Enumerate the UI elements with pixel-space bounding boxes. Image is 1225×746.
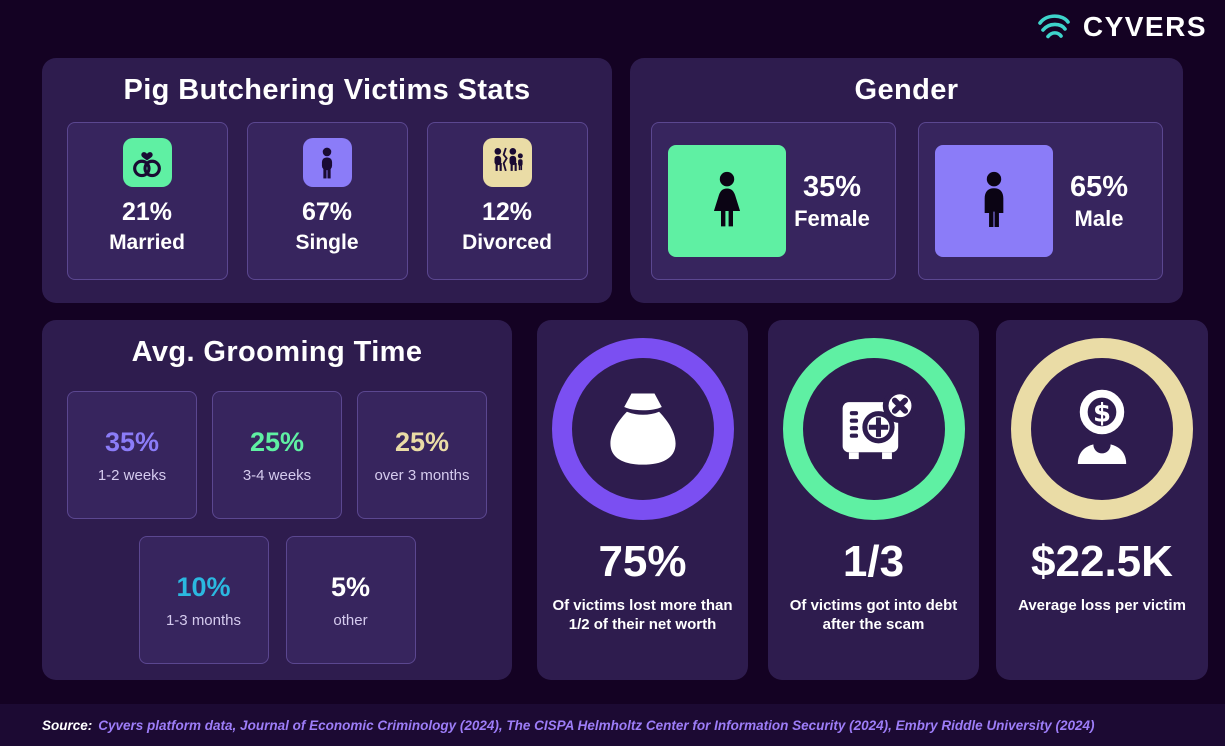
- grooming-label: 1-3 months: [165, 611, 242, 629]
- stat-value: 21%: [121, 198, 173, 226]
- grooming-time-panel: Avg. Grooming Time 35% 1-2 weeks 25% 3-4…: [42, 320, 512, 680]
- highlight-label: Average loss per victim: [1018, 597, 1186, 614]
- grooming-value: 10%: [176, 571, 231, 602]
- broken-vault-icon: [842, 388, 917, 460]
- gender-value: 35%: [802, 170, 862, 203]
- dollar-loss-icon: $: [1077, 389, 1127, 464]
- single-person-icon: [302, 138, 352, 187]
- grooming-card-3-4-weeks: 25% 3-4 weeks: [212, 391, 342, 519]
- cream-ring: $: [1011, 338, 1193, 520]
- stat-card-married: 21% Married: [66, 122, 228, 280]
- grooming-value: 5%: [330, 571, 371, 602]
- stat-value: 12%: [481, 198, 533, 226]
- green-ring: [782, 338, 965, 520]
- gender-value: 65%: [1069, 170, 1129, 203]
- grooming-row-1: 35% 1-2 weeks 25% 3-4 weeks 25% over 3 m…: [42, 391, 512, 519]
- wedding-rings-icon: [122, 138, 172, 187]
- grooming-card-over-3-months: 25% over 3 months: [357, 391, 487, 519]
- money-bag-icon: [609, 393, 676, 465]
- grooming-card-other: 5% other: [285, 536, 416, 664]
- divorced-family-icon: [482, 138, 532, 187]
- gender-label: Female: [794, 205, 870, 231]
- grooming-label: other: [333, 611, 368, 629]
- victims-stats-title: Pig Butchering Victims Stats: [123, 74, 531, 106]
- gender-title: Gender: [854, 74, 959, 106]
- source-label: Source:: [42, 717, 93, 733]
- gender-card-text: 65% Male: [1053, 171, 1146, 232]
- gender-label: Male: [1074, 205, 1124, 231]
- cyvers-brand-text: CYVERS: [1082, 11, 1207, 42]
- victims-stats-cards: 21% Married 67% Single: [42, 122, 612, 280]
- purple-ring: [551, 338, 734, 520]
- grooming-value: 25%: [394, 426, 450, 457]
- gender-cards: 35% Female 65% Male: [630, 122, 1183, 280]
- grooming-value: 35%: [104, 426, 160, 457]
- grooming-value: 25%: [249, 426, 305, 457]
- stat-label: Divorced: [462, 231, 552, 254]
- gender-card-text: 35% Female: [786, 171, 879, 232]
- highlight-value: $22.5K: [1031, 537, 1173, 586]
- victims-stats-panel: Pig Butchering Victims Stats 21% Married: [42, 58, 612, 303]
- highlight-label: Of victims got into debt after the scam: [789, 597, 958, 634]
- highlight-value: 75%: [598, 537, 687, 586]
- gender-card-female: 35% Female: [650, 122, 896, 280]
- grooming-card-1-3-months: 10% 1-3 months: [138, 536, 269, 664]
- stat-label: Single: [295, 231, 359, 254]
- highlight-card-average-loss: $ $22.5K Average loss per victim: [996, 320, 1208, 680]
- highlight-card-debt: 1/3 Of victims got into debt after the s…: [768, 320, 979, 680]
- female-icon: [667, 145, 786, 257]
- highlight-value: 1/3: [842, 537, 905, 586]
- highlight-label: Of victims lost more than 1/2 of their n…: [552, 597, 733, 634]
- gender-card-male: 65% Male: [917, 122, 1163, 280]
- grooming-time-title: Avg. Grooming Time: [131, 336, 423, 368]
- svg-text:$: $: [1093, 398, 1111, 428]
- stat-card-divorced: 12% Divorced: [426, 122, 588, 280]
- cyvers-logo: CYVERS: [1034, 10, 1207, 44]
- grooming-label: 1-2 weeks: [97, 466, 167, 484]
- grooming-card-1-2-weeks: 35% 1-2 weeks: [67, 391, 197, 519]
- highlight-card-net-worth-loss: 75% Of victims lost more than 1/2 of the…: [537, 320, 748, 680]
- source-footer: Source: Cyvers platform data, Journal of…: [0, 704, 1225, 746]
- cyvers-logo-icon: [1038, 14, 1070, 39]
- stat-value: 67%: [301, 198, 353, 226]
- stat-label: Married: [109, 231, 185, 254]
- male-icon: [934, 145, 1053, 257]
- gender-panel: Gender 35% Female 65%: [630, 58, 1183, 303]
- grooming-label: 3-4 weeks: [242, 466, 312, 484]
- stat-card-single: 67% Single: [246, 122, 408, 280]
- source-text: Cyvers platform data, Journal of Economi…: [98, 717, 1095, 733]
- grooming-row-2: 10% 1-3 months 5% other: [42, 536, 512, 664]
- grooming-label: over 3 months: [374, 466, 470, 484]
